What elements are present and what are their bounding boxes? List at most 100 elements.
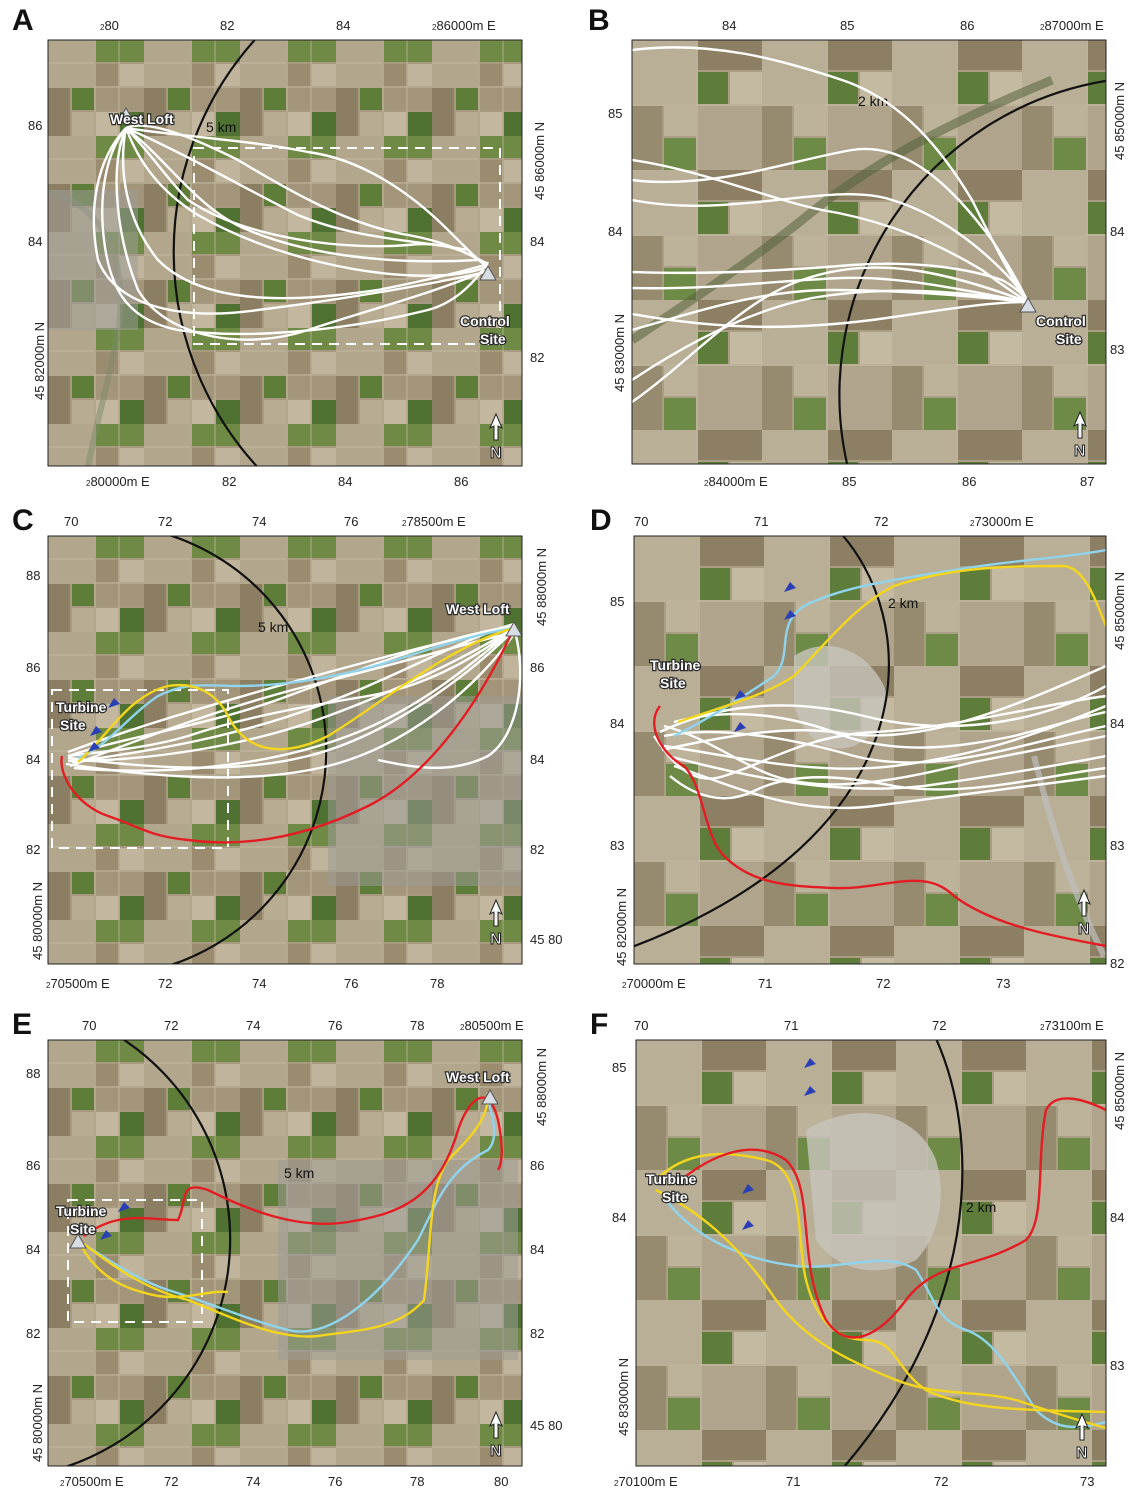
- turbine-marker-icon: [118, 1202, 130, 1212]
- west-loft-site[interactable]: West Loft: [109, 106, 175, 128]
- tick-label: 83: [1110, 1358, 1124, 1373]
- triangle-site-icon: [1019, 296, 1037, 313]
- tick-label: 45 83000m N: [616, 1358, 631, 1436]
- track-blue: [83, 1099, 496, 1333]
- radius-label: 2 km: [966, 1199, 996, 1215]
- control-site[interactable]: Control Site: [459, 264, 511, 348]
- turbine-site[interactable]: Turbine Site: [55, 1202, 108, 1249]
- landfill: [806, 1113, 941, 1271]
- tick-label: 45 85000m N: [1112, 572, 1127, 650]
- triangle-site-icon: [117, 106, 135, 123]
- map-frame: [631, 39, 1107, 465]
- top-axis: 70 72 74 76 78 280500m E: [82, 1018, 524, 1033]
- tick-label: 84: [530, 234, 544, 249]
- tick-label: 45 80000m N: [30, 882, 45, 960]
- tick-label: 280000m E: [86, 474, 150, 489]
- site-label: West Loft: [446, 601, 510, 617]
- turbine-markers: [742, 1058, 816, 1230]
- radius-label: 2 km: [888, 595, 918, 611]
- tick-label: 87: [1080, 474, 1094, 489]
- west-loft-site[interactable]: West Loft: [445, 1068, 511, 1105]
- tick-label: 287000m E: [1040, 18, 1104, 33]
- right-axis: 45 85000m N 84 83: [1110, 82, 1127, 357]
- tick-label: 286000m E: [432, 18, 496, 33]
- control-site[interactable]: Control Site: [1019, 296, 1087, 348]
- turbine-marker-icon: [90, 726, 102, 736]
- turbine-marker-icon: [88, 742, 100, 752]
- site-label: Control: [460, 313, 510, 329]
- radius-circle: [168, 536, 328, 964]
- tick-label: 273100m E: [1040, 1018, 1104, 1033]
- panel-label: C: [12, 504, 34, 537]
- tick-label: 45 86000m N: [532, 122, 547, 200]
- map-area[interactable]: 2 km Turbine Site: [636, 1030, 1106, 1476]
- turbine-marker-icon: [734, 722, 746, 732]
- triangle-site-icon: [481, 1088, 499, 1105]
- turbine-markers: [100, 1202, 130, 1240]
- town: [278, 1160, 518, 1360]
- tick-label: 45 80: [530, 932, 563, 947]
- turbine-site[interactable]: Turbine Site: [55, 698, 108, 734]
- radius-circle: [838, 79, 1106, 464]
- tick-label: 45 82000m N: [614, 888, 629, 966]
- triangle-site-icon: [69, 1232, 87, 1249]
- radius-circle: [843, 1040, 964, 1466]
- tick-label: 71: [758, 976, 772, 991]
- left-axis: 85 84 45 83000m N: [612, 1060, 631, 1436]
- tick-label: 83: [1110, 342, 1124, 357]
- site-label: Site: [660, 675, 686, 691]
- site-label: Site: [70, 1221, 96, 1237]
- inset-box: [51, 689, 229, 849]
- tick-label: 84: [530, 752, 544, 767]
- bottom-axis: 270500m E 72 74 76 78: [46, 976, 444, 991]
- triangle-site-icon: [479, 264, 497, 281]
- track-yellow: [655, 1188, 1106, 1430]
- track-yellow: [77, 626, 515, 763]
- site-label: Turbine: [650, 657, 701, 673]
- west-loft-site[interactable]: West Loft: [445, 600, 522, 637]
- panel-b: B 84 85 86 287000m E 284000m E 85 86 87 …: [588, 4, 1127, 489]
- turbine-site[interactable]: Turbine Site: [649, 656, 702, 692]
- tick-label: 82: [26, 1326, 40, 1341]
- tick-label: 80: [494, 1474, 508, 1489]
- left-axis: 85 84 83 45 82000m N: [610, 594, 629, 966]
- map-frame: [47, 39, 523, 467]
- tick-label: 72: [934, 1474, 948, 1489]
- tick-label: 76: [344, 976, 358, 991]
- turbine-marker-icon: [784, 582, 796, 592]
- site-label: West Loft: [446, 1069, 510, 1085]
- radius-label: 5 km: [258, 619, 288, 635]
- tick-label: 84: [1110, 716, 1124, 731]
- map-area[interactable]: 2 km Turbi: [624, 526, 1106, 964]
- map-area[interactable]: 5 km Turbine Site West Loft: [48, 1030, 522, 1472]
- tick-label: 86: [962, 474, 976, 489]
- tick-label: 82: [530, 842, 544, 857]
- tick-label: 84: [338, 474, 352, 489]
- tick-label: 76: [344, 514, 358, 529]
- tick-label: 84: [612, 1210, 626, 1225]
- turbine-marker-icon: [100, 1230, 112, 1240]
- panel-c: C 70 72 74 76 278500m E 270500m E 72 74 …: [12, 504, 563, 991]
- tick-label: 70: [634, 1018, 648, 1033]
- tick-label: 84: [26, 1242, 40, 1257]
- map-area[interactable]: 2 km Control Site: [632, 30, 1112, 480]
- tick-label: 83: [610, 838, 624, 853]
- panel-label: A: [12, 4, 34, 37]
- tick-label: 86: [28, 118, 42, 133]
- top-axis: 70 72 74 76 278500m E: [64, 514, 466, 529]
- track-red: [83, 1096, 503, 1237]
- map-area[interactable]: 5 km West Loft Control Sit: [48, 30, 522, 476]
- tick-label: 86: [454, 474, 468, 489]
- tick-label: 72: [158, 976, 172, 991]
- track-red: [675, 1097, 1106, 1339]
- radius-label: 5 km: [206, 119, 236, 135]
- tick-label: 280500m E: [460, 1018, 524, 1033]
- turbine-site[interactable]: Turbine Site: [645, 1170, 698, 1206]
- map-area[interactable]: 5 km Turbine: [48, 526, 522, 972]
- tick-label: 273000m E: [970, 514, 1034, 529]
- tracks-white: [65, 622, 522, 779]
- inset-box: [67, 1199, 203, 1323]
- town: [328, 696, 522, 886]
- tick-label: 76: [328, 1474, 342, 1489]
